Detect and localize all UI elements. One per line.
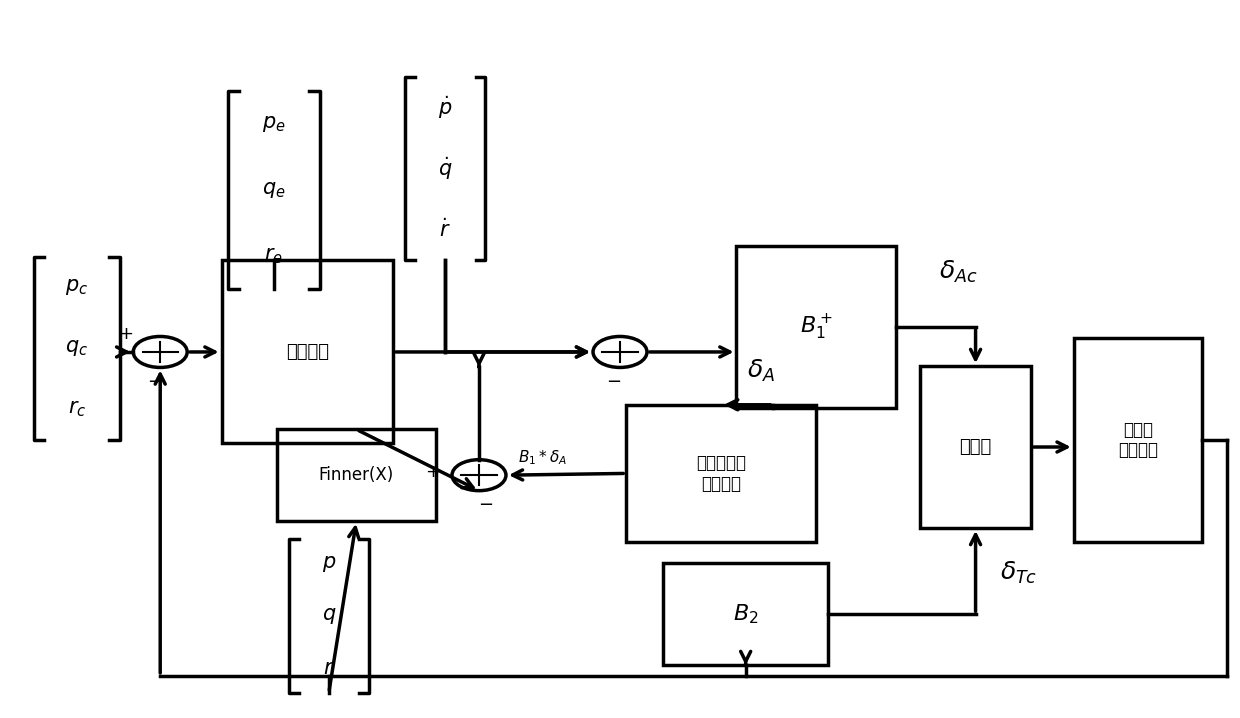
Text: $\dot{p}$: $\dot{p}$ bbox=[438, 95, 453, 121]
Text: $p_e$: $p_e$ bbox=[262, 114, 285, 134]
Text: $\delta_{Tc}$: $\delta_{Tc}$ bbox=[1001, 560, 1038, 586]
Bar bbox=[277, 429, 436, 521]
Text: $q_c$: $q_c$ bbox=[66, 338, 88, 358]
Text: $q_e$: $q_e$ bbox=[262, 180, 285, 200]
Text: $\delta_A$: $\delta_A$ bbox=[746, 358, 775, 383]
Text: 空气动力学
控制模型: 空气动力学 控制模型 bbox=[696, 454, 746, 493]
Text: $-$: $-$ bbox=[146, 371, 161, 389]
Bar bbox=[737, 246, 895, 409]
Text: $p_c$: $p_c$ bbox=[66, 277, 88, 297]
Bar bbox=[920, 366, 1030, 528]
Text: 期望动态: 期望动态 bbox=[286, 343, 329, 361]
Text: $r$: $r$ bbox=[322, 658, 335, 678]
Text: $\delta_{Ac}$: $\delta_{Ac}$ bbox=[939, 259, 977, 285]
Bar bbox=[1074, 338, 1203, 542]
Text: $r_e$: $r_e$ bbox=[264, 246, 283, 266]
Text: 控制器: 控制器 bbox=[960, 438, 992, 456]
Text: $B_2$: $B_2$ bbox=[733, 602, 759, 626]
Text: $r_c$: $r_c$ bbox=[68, 399, 86, 419]
Text: 飞行器
机身动态: 飞行器 机身动态 bbox=[1118, 421, 1158, 460]
Bar bbox=[626, 405, 816, 542]
Text: +: + bbox=[118, 325, 134, 343]
Text: Finner(X): Finner(X) bbox=[319, 466, 394, 484]
Text: $\dot{r}$: $\dot{r}$ bbox=[439, 218, 451, 241]
Text: $B_1*\delta_A$: $B_1*\delta_A$ bbox=[518, 448, 568, 467]
Text: $\dot{q}$: $\dot{q}$ bbox=[438, 156, 453, 182]
Bar bbox=[222, 261, 393, 444]
Text: $-$: $-$ bbox=[606, 371, 621, 389]
Bar bbox=[663, 563, 828, 666]
Text: +: + bbox=[425, 462, 440, 480]
Text: $-$: $-$ bbox=[477, 494, 492, 513]
Text: $p$: $p$ bbox=[321, 554, 336, 574]
Text: $B_1^+$: $B_1^+$ bbox=[800, 312, 833, 342]
Text: $q$: $q$ bbox=[321, 606, 336, 626]
